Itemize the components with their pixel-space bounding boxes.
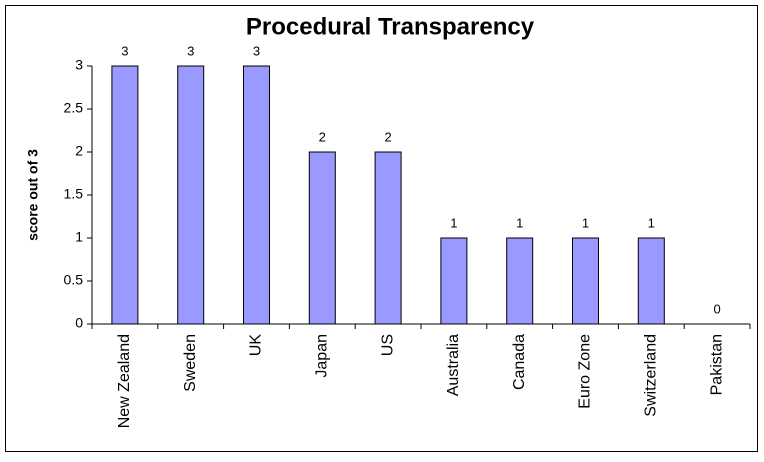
bar (243, 65, 270, 325)
value-label: 3 (253, 43, 260, 58)
value-label: 0 (713, 301, 720, 316)
y-tick-label: 3 (75, 57, 83, 73)
y-tick-label: 2 (75, 143, 83, 159)
y-tick-label: 1 (75, 229, 83, 245)
value-label: 2 (384, 129, 391, 144)
x-tick-label: Switzerland (643, 334, 660, 417)
y-tick-label: 1.5 (64, 186, 84, 202)
bar (440, 237, 468, 325)
x-tick-label: Australia (445, 334, 462, 396)
x-tick-label: UK (248, 334, 265, 357)
value-label: 3 (121, 43, 128, 58)
x-tick-label: Euro Zone (577, 334, 594, 409)
x-tick-label: Canada (511, 334, 528, 390)
y-tick-label: 0 (75, 315, 83, 331)
x-tick-label: US (379, 334, 396, 356)
bar (506, 237, 534, 325)
value-label: 1 (450, 215, 457, 230)
value-label: 1 (648, 215, 655, 230)
y-tick-label: 2.5 (64, 100, 84, 116)
bar (637, 237, 665, 325)
x-tick-label: Japan (314, 334, 331, 378)
bar (374, 151, 402, 325)
bar (177, 65, 205, 325)
x-tick-label: Pakistan (708, 334, 725, 395)
value-label: 2 (319, 129, 326, 144)
bar (111, 65, 139, 325)
value-label: 1 (582, 215, 589, 230)
chart-title: Procedural Transparency (246, 13, 535, 40)
x-tick-label: Sweden (182, 334, 199, 392)
bar (572, 237, 599, 325)
value-label: 1 (516, 215, 523, 230)
bar (308, 151, 336, 325)
value-label: 3 (187, 43, 194, 58)
y-axis-label: score out of 3 (25, 149, 41, 241)
x-tick-label: New Zealand (116, 334, 133, 428)
y-tick-label: 0.5 (64, 272, 84, 288)
